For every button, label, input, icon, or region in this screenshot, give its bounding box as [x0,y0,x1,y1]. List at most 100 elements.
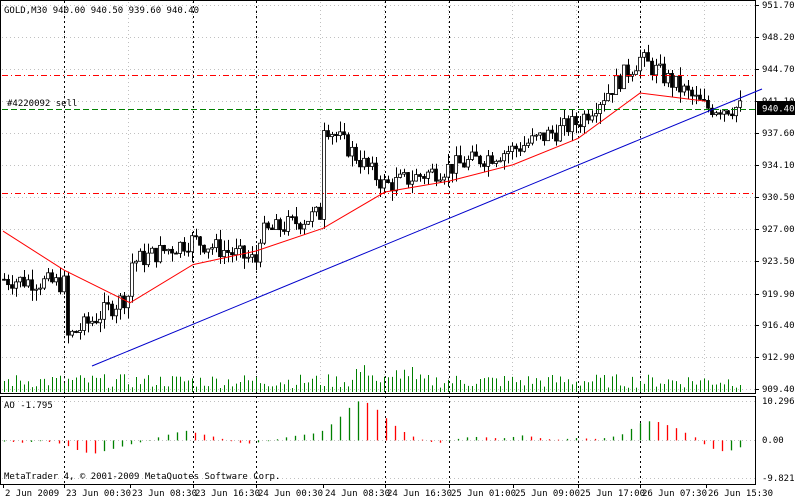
candle-body [518,148,522,152]
candle-body [678,75,682,93]
candle-body [582,113,586,128]
candle [458,145,462,164]
candle-body [202,244,206,253]
candle-body [562,118,566,127]
candle [726,110,730,116]
candle-body [42,278,46,289]
candle-body [622,64,626,90]
candle-body [534,134,538,137]
candle [422,173,426,185]
candle-body [338,131,342,136]
candle-body [514,145,518,150]
candle-body [394,177,398,192]
candle [302,219,306,235]
candle [202,244,206,255]
candle [122,292,126,315]
candle-body [254,254,258,263]
candle-body [286,216,290,232]
candle-body [658,63,662,66]
price-axis[interactable]: 951.70948.20944.70941.10937.60934.10930.… [755,1,795,395]
candle [502,150,506,170]
ao-histogram [3,401,742,454]
candle [722,109,726,122]
candle-body [426,171,430,179]
candle [618,73,622,92]
candle [70,329,74,338]
candle-body [714,112,718,115]
candle [650,57,654,81]
candle-body [530,135,534,144]
candle [570,108,574,142]
ao-header: AO -1.795 [4,401,53,411]
candle-body [646,52,650,62]
candle [654,58,658,84]
candle [482,160,486,172]
candle [142,243,146,273]
candle [222,240,226,265]
candle-body [70,330,74,336]
candle [30,269,34,301]
candle-body [194,235,198,238]
candle [74,330,78,334]
candle-body [142,250,146,266]
price-tick-label: 927.00 [762,225,795,235]
candle [430,163,434,174]
candle [174,251,178,255]
price-tick-label: 919.90 [762,290,795,300]
candle-body [190,235,194,253]
candle [170,246,174,262]
candle-body [330,134,334,138]
candle-body [346,134,350,157]
candle-body [18,276,22,283]
ao-tick-label: 10.296 [762,397,795,407]
candle-body [110,303,114,317]
candle-body [690,89,694,97]
moving-average-path [2,92,707,304]
candle-body [718,112,722,115]
candle [586,109,590,125]
candle [242,245,246,269]
candle-body [682,85,686,93]
candle [406,171,410,189]
candle-body [734,106,738,117]
candle [574,112,578,134]
candle-body [674,75,678,88]
candle [490,151,494,165]
candle-body [574,116,578,126]
candle-body [594,113,598,117]
candle [470,145,474,162]
candle-body [590,115,594,121]
price-series [2,44,742,344]
candle-body [470,151,474,160]
candle-body [442,176,446,181]
time-tick-label: 23 Jun 00:30 [66,489,131,499]
candle-body [234,248,238,256]
candle-body [50,272,54,283]
candle [710,104,714,118]
candle [434,163,438,187]
candle [538,132,542,140]
candle [246,250,250,263]
candle [386,175,390,184]
ao-grid [2,401,755,479]
candle-body [726,110,730,115]
candle [566,115,570,136]
candle-body [262,222,266,244]
candle-body [578,124,582,128]
trendline[interactable] [91,88,763,367]
candle-body [730,113,734,117]
day-separators [64,1,641,484]
order-label: #4220092 sell [7,99,77,109]
candle-body [390,182,394,192]
candle [150,246,154,254]
candle [306,220,310,225]
candle-body [378,179,382,189]
candle [674,75,678,91]
candle [486,150,490,177]
candle [658,54,662,68]
candle [62,270,66,295]
candle-body [350,146,354,157]
